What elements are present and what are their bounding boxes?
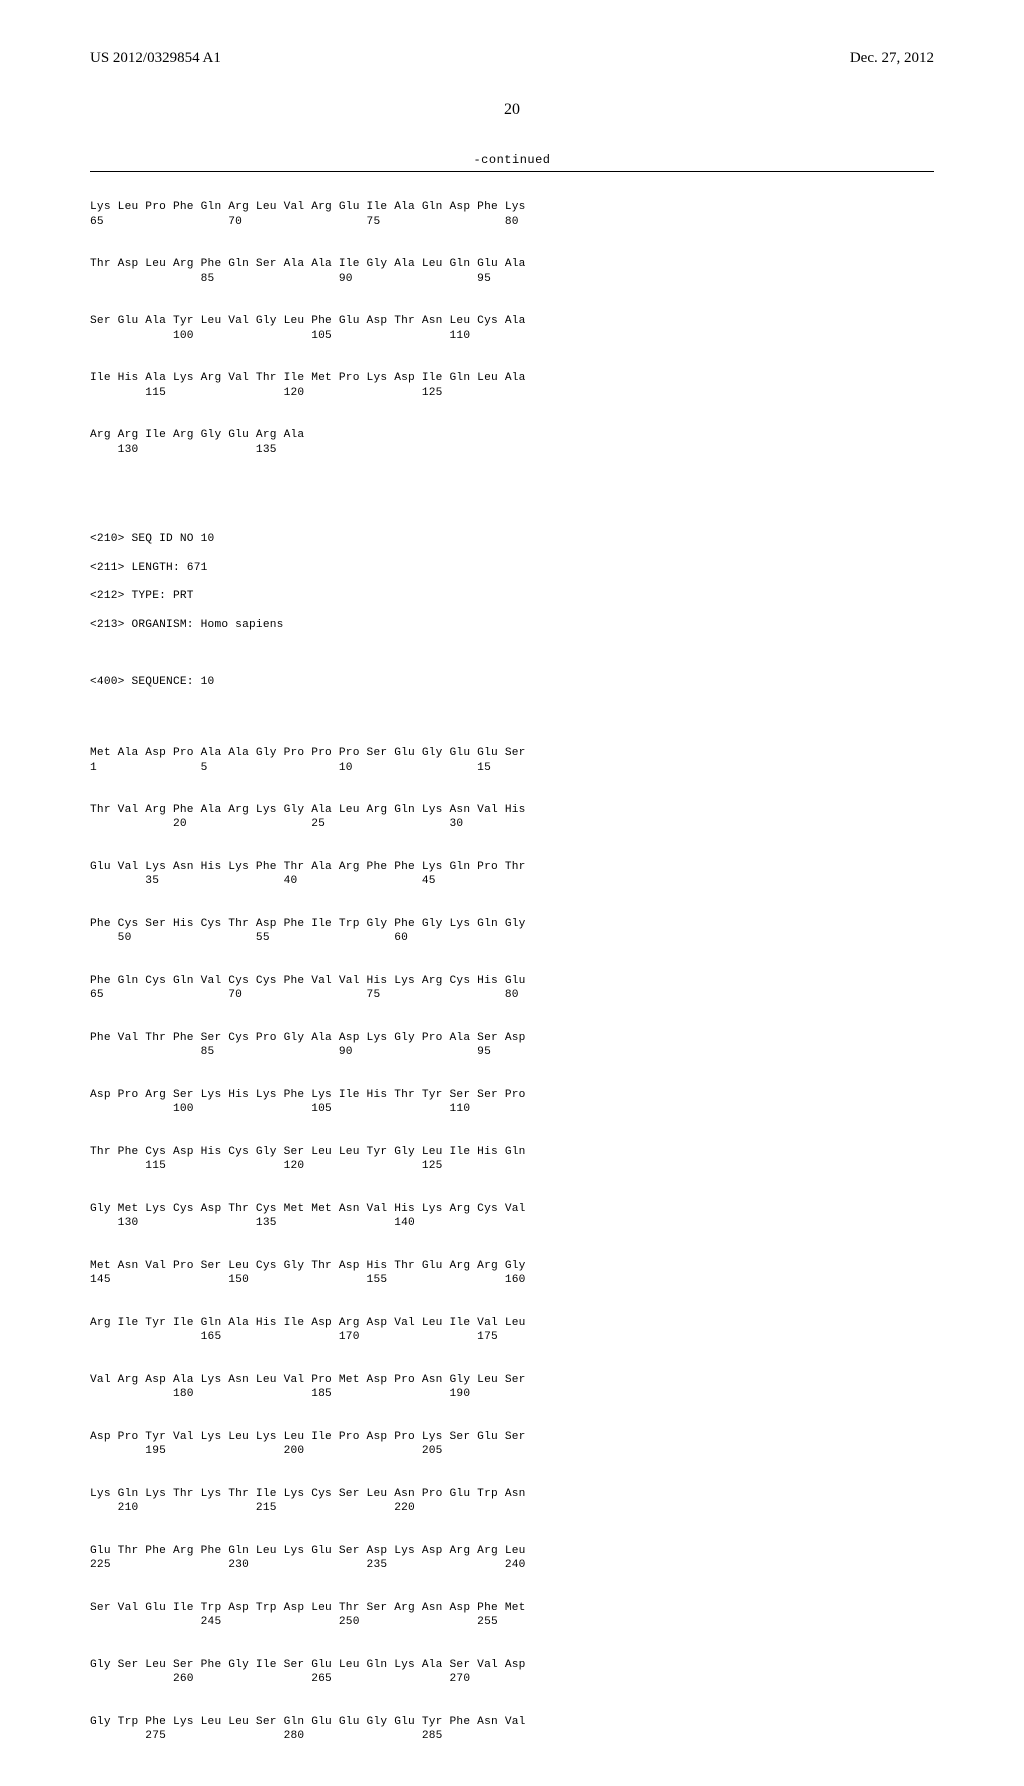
seq-num: 50 55 60: [90, 931, 934, 945]
seq-num: 130 135: [90, 443, 934, 457]
seq-num: 115 120 125: [90, 386, 934, 400]
publication-date: Dec. 27, 2012: [850, 50, 934, 67]
seq-aa: Phe Gln Cys Gln Val Cys Cys Phe Val Val …: [90, 974, 934, 988]
seq-num: 65 70 75 80: [90, 215, 934, 229]
seq-aa: Gly Ser Leu Ser Phe Gly Ile Ser Glu Leu …: [90, 1658, 934, 1672]
seq-num: 145 150 155 160: [90, 1273, 934, 1287]
seq-aa: Thr Asp Leu Arg Phe Gln Ser Ala Ala Ile …: [90, 257, 934, 271]
meta-seq-id: <210> SEQ ID NO 10: [90, 532, 934, 546]
page-header: US 2012/0329854 A1 Dec. 27, 2012: [90, 50, 934, 67]
seq-num: 100 105 110: [90, 329, 934, 343]
seq-aa: Ser Glu Ala Tyr Leu Val Gly Leu Phe Glu …: [90, 314, 934, 328]
seq-aa: Lys Leu Pro Phe Gln Arg Leu Val Arg Glu …: [90, 200, 934, 214]
seq-num: 245 250 255: [90, 1615, 934, 1629]
seq-aa: Val Arg Asp Ala Lys Asn Leu Val Pro Met …: [90, 1373, 934, 1387]
seq-num: 195 200 205: [90, 1444, 934, 1458]
sequence-block-1: Lys Leu Pro Phe Gln Arg Leu Val Arg Glu …: [90, 186, 934, 500]
sequence-block-2: Met Ala Asp Pro Ala Ala Gly Pro Pro Pro …: [90, 732, 934, 1786]
meta-type: <212> TYPE: PRT: [90, 589, 934, 603]
divider-line: [90, 171, 934, 172]
continued-label: -continued: [90, 153, 934, 167]
seq-num: 1 5 10 15: [90, 761, 934, 775]
seq-num: 35 40 45: [90, 874, 934, 888]
seq-num: 115 120 125: [90, 1159, 934, 1173]
seq-num: 210 215 220: [90, 1501, 934, 1515]
meta-length: <211> LENGTH: 671: [90, 561, 934, 575]
sequence-metadata: <210> SEQ ID NO 10 <211> LENGTH: 671 <21…: [90, 518, 934, 718]
seq-aa: Asp Pro Arg Ser Lys His Lys Phe Lys Ile …: [90, 1088, 934, 1102]
seq-aa: Ile His Ala Lys Arg Val Thr Ile Met Pro …: [90, 371, 934, 385]
seq-aa: Phe Cys Ser His Cys Thr Asp Phe Ile Trp …: [90, 917, 934, 931]
seq-aa: Asp Pro Tyr Val Lys Leu Lys Leu Ile Pro …: [90, 1430, 934, 1444]
seq-aa: Lys Gln Lys Thr Lys Thr Ile Lys Cys Ser …: [90, 1487, 934, 1501]
seq-aa: Ser Val Glu Ile Trp Asp Trp Asp Leu Thr …: [90, 1601, 934, 1615]
seq-aa: Thr Val Arg Phe Ala Arg Lys Gly Ala Leu …: [90, 803, 934, 817]
seq-aa: Met Ala Asp Pro Ala Ala Gly Pro Pro Pro …: [90, 746, 934, 760]
seq-num: 85 90 95: [90, 1045, 934, 1059]
seq-aa: Phe Val Thr Phe Ser Cys Pro Gly Ala Asp …: [90, 1031, 934, 1045]
meta-sequence: <400> SEQUENCE: 10: [90, 675, 934, 689]
seq-num: 275 280 285: [90, 1729, 934, 1743]
seq-num: 20 25 30: [90, 817, 934, 831]
seq-num: 85 90 95: [90, 272, 934, 286]
seq-aa: Thr Phe Cys Asp His Cys Gly Ser Leu Leu …: [90, 1145, 934, 1159]
patent-page: US 2012/0329854 A1 Dec. 27, 2012 20 -con…: [0, 0, 1024, 1320]
seq-aa: Gly Trp Phe Lys Leu Leu Ser Gln Glu Glu …: [90, 1715, 934, 1729]
publication-number: US 2012/0329854 A1: [90, 50, 221, 67]
seq-num: 225 230 235 240: [90, 1558, 934, 1572]
seq-num: 65 70 75 80: [90, 988, 934, 1002]
page-number: 20: [90, 101, 934, 119]
seq-aa: Arg Arg Ile Arg Gly Glu Arg Ala: [90, 428, 934, 442]
seq-aa: Met Asn Val Pro Ser Leu Cys Gly Thr Asp …: [90, 1259, 934, 1273]
seq-aa: Glu Val Lys Asn His Lys Phe Thr Ala Arg …: [90, 860, 934, 874]
seq-num: 260 265 270: [90, 1672, 934, 1686]
meta-organism: <213> ORGANISM: Homo sapiens: [90, 618, 934, 632]
seq-aa: Gly Met Lys Cys Asp Thr Cys Met Met Asn …: [90, 1202, 934, 1216]
seq-aa: Arg Ile Tyr Ile Gln Ala His Ile Asp Arg …: [90, 1316, 934, 1330]
seq-aa: Glu Thr Phe Arg Phe Gln Leu Lys Glu Ser …: [90, 1544, 934, 1558]
seq-num: 130 135 140: [90, 1216, 934, 1230]
seq-num: 180 185 190: [90, 1387, 934, 1401]
seq-num: 165 170 175: [90, 1330, 934, 1344]
seq-num: 100 105 110: [90, 1102, 934, 1116]
